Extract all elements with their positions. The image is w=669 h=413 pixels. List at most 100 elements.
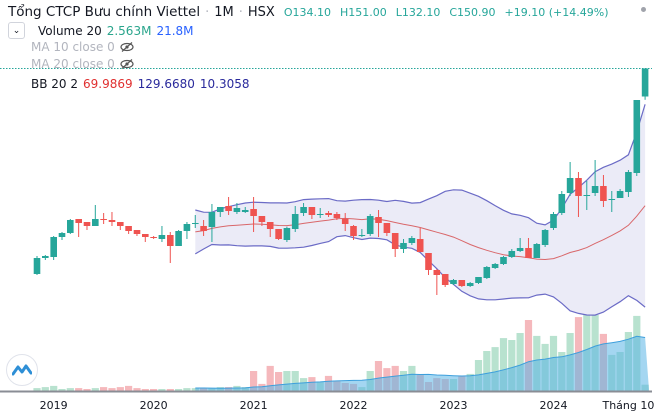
candle-body <box>600 186 607 201</box>
bb-label[interactable]: BB 20 2 <box>31 77 78 91</box>
candle-body <box>275 229 282 239</box>
candle-body <box>616 191 624 198</box>
candle-body <box>641 68 649 97</box>
volume-bar <box>75 388 83 391</box>
eye-hidden-icon[interactable] <box>120 59 134 69</box>
candle-body <box>308 207 316 215</box>
ma10-label[interactable]: MA 10 close 0 <box>31 40 115 54</box>
volume-bar <box>108 388 116 391</box>
candle-body <box>525 248 532 258</box>
candle-body <box>291 214 299 229</box>
volume-label[interactable]: Volume 20 <box>38 23 102 38</box>
candle-body <box>208 212 216 227</box>
candle-body <box>483 267 491 278</box>
candle-body <box>241 210 249 212</box>
candle-body <box>333 214 341 218</box>
change-value: +19.10 (+14.49%) <box>504 5 609 19</box>
volume-bar <box>41 387 49 391</box>
volume-bar <box>50 385 58 391</box>
bb-upper-value: 129.6680 <box>137 77 195 91</box>
candle-body <box>491 264 499 268</box>
candle-body <box>550 214 557 228</box>
candle-body <box>75 219 82 223</box>
low-value: L132.10 <box>395 5 441 19</box>
candle-body <box>358 235 366 236</box>
volume-bar <box>66 388 74 391</box>
candle-body <box>533 244 541 258</box>
eye-hidden-icon[interactable] <box>120 42 134 52</box>
candle-body <box>583 195 591 196</box>
volume-bar <box>58 389 66 391</box>
time-axis-label: 2019 <box>39 399 68 412</box>
candle-body <box>575 178 582 196</box>
candle-body <box>217 207 224 212</box>
candle-body <box>633 100 641 173</box>
volume-bar <box>33 388 41 391</box>
symbol-name[interactable]: Tổng CTCP Bưu chính Viettel <box>8 4 201 20</box>
candle-body <box>92 219 99 226</box>
volume-bar <box>191 388 199 391</box>
candle-body <box>117 222 124 226</box>
candle-body <box>175 231 182 246</box>
candle-body <box>516 248 524 251</box>
ma20-label[interactable]: MA 20 close 0 <box>31 57 115 71</box>
candle-body <box>366 216 374 234</box>
candle-body <box>133 230 141 234</box>
collapse-legend-button[interactable]: ⌄ <box>8 22 25 39</box>
volume-legend: ⌄ Volume 20 2.563M 21.8M <box>8 22 194 39</box>
tradingview-logo-button[interactable] <box>6 354 38 386</box>
bollinger-band-fill <box>195 104 646 316</box>
volume-bar <box>266 365 274 391</box>
candle-body <box>50 237 57 257</box>
volume-bar <box>141 389 149 391</box>
candle-body <box>391 233 399 249</box>
candle-body <box>125 226 132 231</box>
candle-body <box>108 220 116 222</box>
volume-bar <box>175 389 183 391</box>
bb-lower-value: 10.3058 <box>199 77 250 91</box>
volume-value: 2.563M <box>106 23 152 38</box>
interval-label[interactable]: 1M <box>214 4 234 20</box>
candle-body <box>458 280 466 286</box>
candle-body <box>158 235 166 239</box>
candle-body <box>375 217 382 223</box>
candle-body <box>192 223 199 224</box>
candle-body <box>350 226 357 236</box>
ma20-legend: MA 20 close 0 <box>31 57 134 71</box>
time-axis-label: 2024 <box>539 399 568 412</box>
candle-body <box>258 216 266 222</box>
candle-body <box>316 214 324 215</box>
open-value: O134.10 <box>283 5 331 19</box>
candle-body <box>300 207 307 213</box>
candle-body <box>558 194 566 213</box>
volume-bar <box>483 351 491 391</box>
candle-body <box>200 226 207 231</box>
logo-wave-icon <box>12 364 32 376</box>
candle-body <box>58 233 66 237</box>
candle-body <box>591 186 599 193</box>
candle-body <box>183 224 191 231</box>
candle-body <box>608 199 616 200</box>
separator: · <box>205 4 210 20</box>
volume-ma-value: 21.8M <box>156 23 194 38</box>
candle-body <box>441 274 449 285</box>
volume-bar <box>508 340 516 391</box>
volume-bar <box>499 338 508 391</box>
volume-bar <box>91 388 99 391</box>
candle-body <box>341 219 349 224</box>
candle-body <box>283 228 291 240</box>
candle-body <box>250 209 257 216</box>
volume-bar <box>275 372 283 391</box>
candle-body <box>475 277 482 283</box>
chevron-down-icon: ⌄ <box>12 25 21 36</box>
time-axis-label: 2020 <box>139 399 168 412</box>
candle-body <box>42 256 49 258</box>
candle-body <box>425 253 432 270</box>
candle-body <box>83 222 91 226</box>
volume-bar <box>125 385 133 391</box>
candle-body <box>100 219 107 220</box>
candle-body <box>433 270 441 275</box>
candle-body <box>266 222 274 229</box>
high-value: H151.00 <box>339 5 387 19</box>
